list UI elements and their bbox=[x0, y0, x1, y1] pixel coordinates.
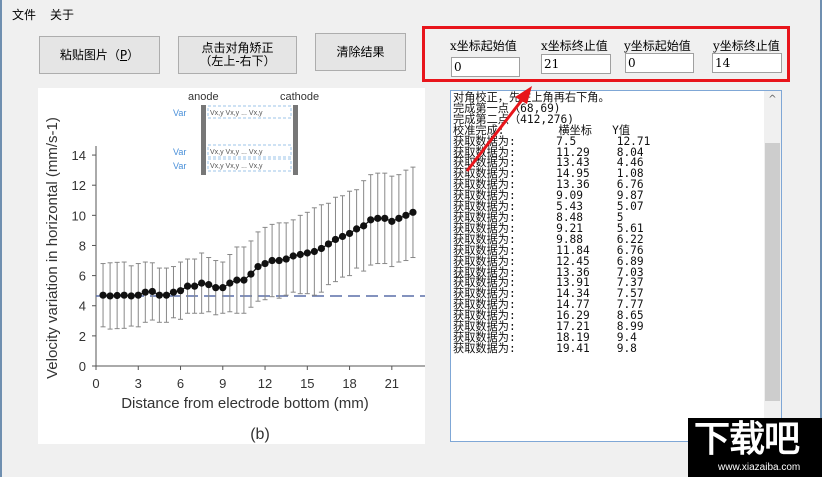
svg-text:6: 6 bbox=[79, 269, 86, 284]
y-start-input[interactable] bbox=[625, 53, 694, 73]
svg-text:anode: anode bbox=[188, 91, 219, 103]
svg-text:2: 2 bbox=[79, 329, 86, 344]
x-start-label: x坐标起始值 bbox=[450, 39, 517, 53]
svg-text:(b): (b) bbox=[250, 426, 270, 443]
pasted-chart-image[interactable]: 0 2 4 6 8 10 12 14 0 3 6 9 12 15 18 21 Distance from ele… bbox=[38, 88, 425, 444]
x-end-input[interactable] bbox=[541, 54, 611, 74]
svg-text:4: 4 bbox=[79, 299, 86, 314]
y-start-label: y坐标起始值 bbox=[624, 39, 691, 53]
log-scrollbar[interactable]: ^ bbox=[764, 91, 781, 441]
menu-about[interactable]: 关于 bbox=[50, 8, 75, 22]
svg-text:Var: Var bbox=[173, 108, 186, 118]
svg-text:12: 12 bbox=[258, 376, 272, 391]
svg-text:Vx,y Vx,y ... Vx,y: Vx,y Vx,y ... Vx,y bbox=[210, 163, 263, 170]
paste-hotkey: P bbox=[119, 47, 128, 62]
svg-text:0: 0 bbox=[79, 359, 86, 374]
svg-text:8: 8 bbox=[79, 238, 86, 253]
svg-text:cathode: cathode bbox=[280, 91, 319, 103]
x-start-input[interactable] bbox=[451, 57, 520, 77]
results-log[interactable]: 对角校正，先左上角再右下角。 完成第一点（68,69) 完成第二点（412,27… bbox=[450, 90, 782, 442]
y-end-group: y坐标终止值 bbox=[713, 37, 780, 54]
paste-label-prefix: 粘贴图片（ bbox=[59, 47, 120, 62]
menu-bar: 文件 关于 bbox=[12, 6, 74, 24]
svg-text:Var: Var bbox=[173, 161, 186, 171]
svg-text:18: 18 bbox=[342, 376, 356, 391]
x-end-group: x坐标终止值 bbox=[541, 37, 608, 54]
coordinate-range-panel: x坐标起始值 x坐标终止值 y坐标起始值 y坐标终止值 bbox=[422, 26, 790, 82]
svg-text:14: 14 bbox=[72, 148, 86, 163]
svg-text:9: 9 bbox=[219, 376, 226, 391]
x-end-label: x坐标终止值 bbox=[541, 39, 608, 53]
svg-text:0: 0 bbox=[92, 376, 99, 391]
svg-text:Var: Var bbox=[173, 147, 186, 157]
y-end-label: y坐标终止值 bbox=[713, 39, 780, 53]
y-start-group: y坐标起始值 bbox=[624, 37, 691, 54]
svg-text:12: 12 bbox=[72, 178, 86, 193]
svg-text:3: 3 bbox=[135, 376, 142, 391]
menu-file[interactable]: 文件 bbox=[12, 8, 37, 22]
svg-text:21: 21 bbox=[385, 376, 399, 391]
x-start-group: x坐标起始值 bbox=[450, 37, 517, 54]
paste-image-button[interactable]: 粘贴图片（ P） bbox=[39, 36, 160, 74]
log-text: 对角校正，先左上角再右下角。 完成第一点（68,69) 完成第二点（412,27… bbox=[453, 91, 651, 355]
watermark-text: 下载吧 bbox=[694, 419, 800, 460]
clear-results-button[interactable]: 清除结果 bbox=[315, 33, 406, 71]
corner-label-line1: 点击对角矫正 bbox=[201, 41, 274, 55]
paste-label-suffix: ） bbox=[127, 47, 140, 62]
svg-text:10: 10 bbox=[72, 208, 86, 223]
y-end-input[interactable] bbox=[712, 53, 782, 73]
corner-calibrate-button[interactable]: 点击对角矫正 （左上-右下） bbox=[178, 36, 297, 74]
svg-text:Distance from electrode bottom: Distance from electrode bottom (mm) bbox=[121, 395, 369, 412]
window-frame-right bbox=[820, 0, 822, 477]
svg-text:6: 6 bbox=[177, 376, 184, 391]
corner-label-line2: （左上-右下） bbox=[199, 54, 276, 68]
watermark-logo: 下载吧 www.xiazaiba.com bbox=[688, 418, 822, 477]
svg-text:Vx,y Vx,y ... Vx,y: Vx,y Vx,y ... Vx,y bbox=[210, 149, 263, 156]
svg-text:Velocity variation in horizont: Velocity variation in horizontal (mm/s-1… bbox=[44, 117, 61, 379]
scroll-thumb[interactable] bbox=[765, 143, 780, 401]
svg-text:Vx,y Vx,y ... Vx,y: Vx,y Vx,y ... Vx,y bbox=[210, 110, 263, 117]
watermark-url: www.xiazaiba.com bbox=[718, 462, 801, 473]
scroll-up-icon[interactable]: ^ bbox=[768, 94, 777, 105]
svg-text:15: 15 bbox=[300, 376, 314, 391]
window-frame-left bbox=[0, 0, 2, 477]
chart-svg: 0 2 4 6 8 10 12 14 0 3 6 9 12 15 18 21 Distance from ele… bbox=[44, 91, 425, 443]
